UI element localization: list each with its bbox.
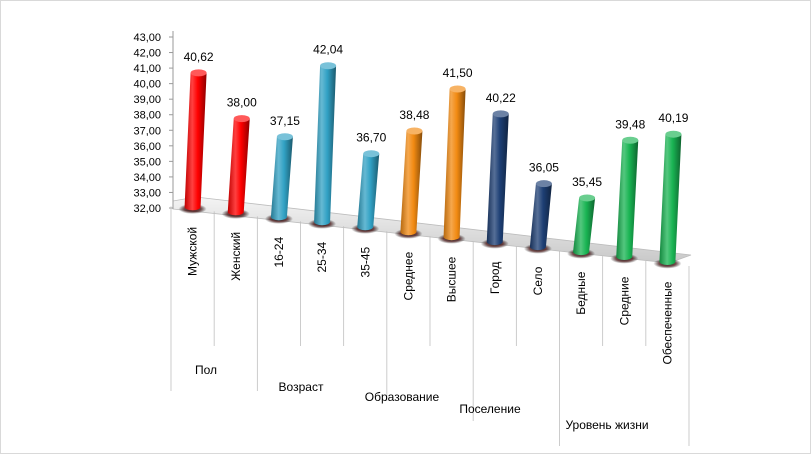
group-label: Возраст: [279, 380, 324, 394]
value-label: 36,70: [356, 131, 386, 145]
category-label: Среднее: [401, 251, 415, 300]
category-label: Бедные: [574, 271, 588, 315]
bar: [357, 153, 380, 231]
y-tick-label: 41,00: [133, 63, 161, 75]
value-label: 35,45: [572, 175, 602, 189]
category-label: Средние: [617, 276, 631, 325]
y-tick-label: 39,00: [133, 94, 161, 106]
group-label: Уровень жизни: [565, 418, 648, 432]
bar: [184, 72, 207, 211]
bar: [443, 89, 466, 241]
value-label: 42,04: [313, 43, 343, 57]
category-label: Город: [488, 262, 502, 294]
bar-top: [233, 115, 250, 123]
y-tick-label: 40,00: [133, 79, 161, 91]
value-label: 38,00: [227, 96, 257, 110]
bar: [270, 136, 293, 221]
category-label: Мужской: [186, 227, 200, 276]
bar: [400, 130, 423, 236]
bar-top: [665, 130, 682, 138]
y-tick-label: 32,00: [133, 203, 161, 215]
bar-top: [276, 133, 293, 141]
bar-top: [492, 110, 509, 118]
bar: [616, 140, 639, 261]
bar: [314, 65, 337, 226]
y-tick-label: 37,00: [133, 125, 161, 137]
y-tick-label: 35,00: [133, 156, 161, 168]
y-tick-label: 38,00: [133, 110, 161, 122]
y-tick-label: 33,00: [133, 187, 161, 199]
bar: [486, 113, 509, 246]
bar-top: [535, 180, 552, 188]
value-label: 36,05: [529, 161, 559, 175]
category-label: Высшее: [445, 256, 459, 302]
y-tick-label: 34,00: [133, 172, 161, 184]
category-label: 25-34: [315, 241, 329, 272]
group-label: Образование: [365, 390, 440, 404]
category-label: 16-24: [272, 237, 286, 268]
group-label: Поселение: [459, 402, 521, 416]
bar-top: [622, 136, 639, 144]
group-label: Пол: [195, 363, 217, 377]
y-tick-label: 43,00: [133, 32, 161, 44]
bar-top: [363, 150, 380, 158]
bar-top: [190, 69, 207, 77]
y-tick-label: 42,00: [133, 48, 161, 60]
category-label: 35-45: [358, 246, 372, 277]
value-label: 37,15: [270, 114, 300, 128]
category-label: Обеспеченные: [660, 281, 674, 364]
value-label: 38,48: [399, 108, 429, 122]
value-label: 41,50: [443, 66, 473, 80]
chart-floor: [172, 196, 692, 264]
value-label: 40,62: [184, 50, 214, 64]
category-label: Село: [531, 266, 545, 295]
bar-top: [320, 62, 337, 70]
bar-top: [449, 85, 466, 93]
bar: [227, 118, 250, 216]
y-tick-label: 36,00: [133, 141, 161, 153]
value-label: 40,22: [486, 91, 516, 105]
bar-top: [406, 127, 423, 135]
value-label: 40,19: [658, 111, 688, 125]
category-label: Женский: [229, 232, 243, 281]
value-label: 39,48: [615, 117, 645, 131]
bar: [573, 197, 596, 256]
bar: [529, 183, 552, 251]
bar: [659, 134, 682, 266]
bar-top: [579, 194, 596, 202]
